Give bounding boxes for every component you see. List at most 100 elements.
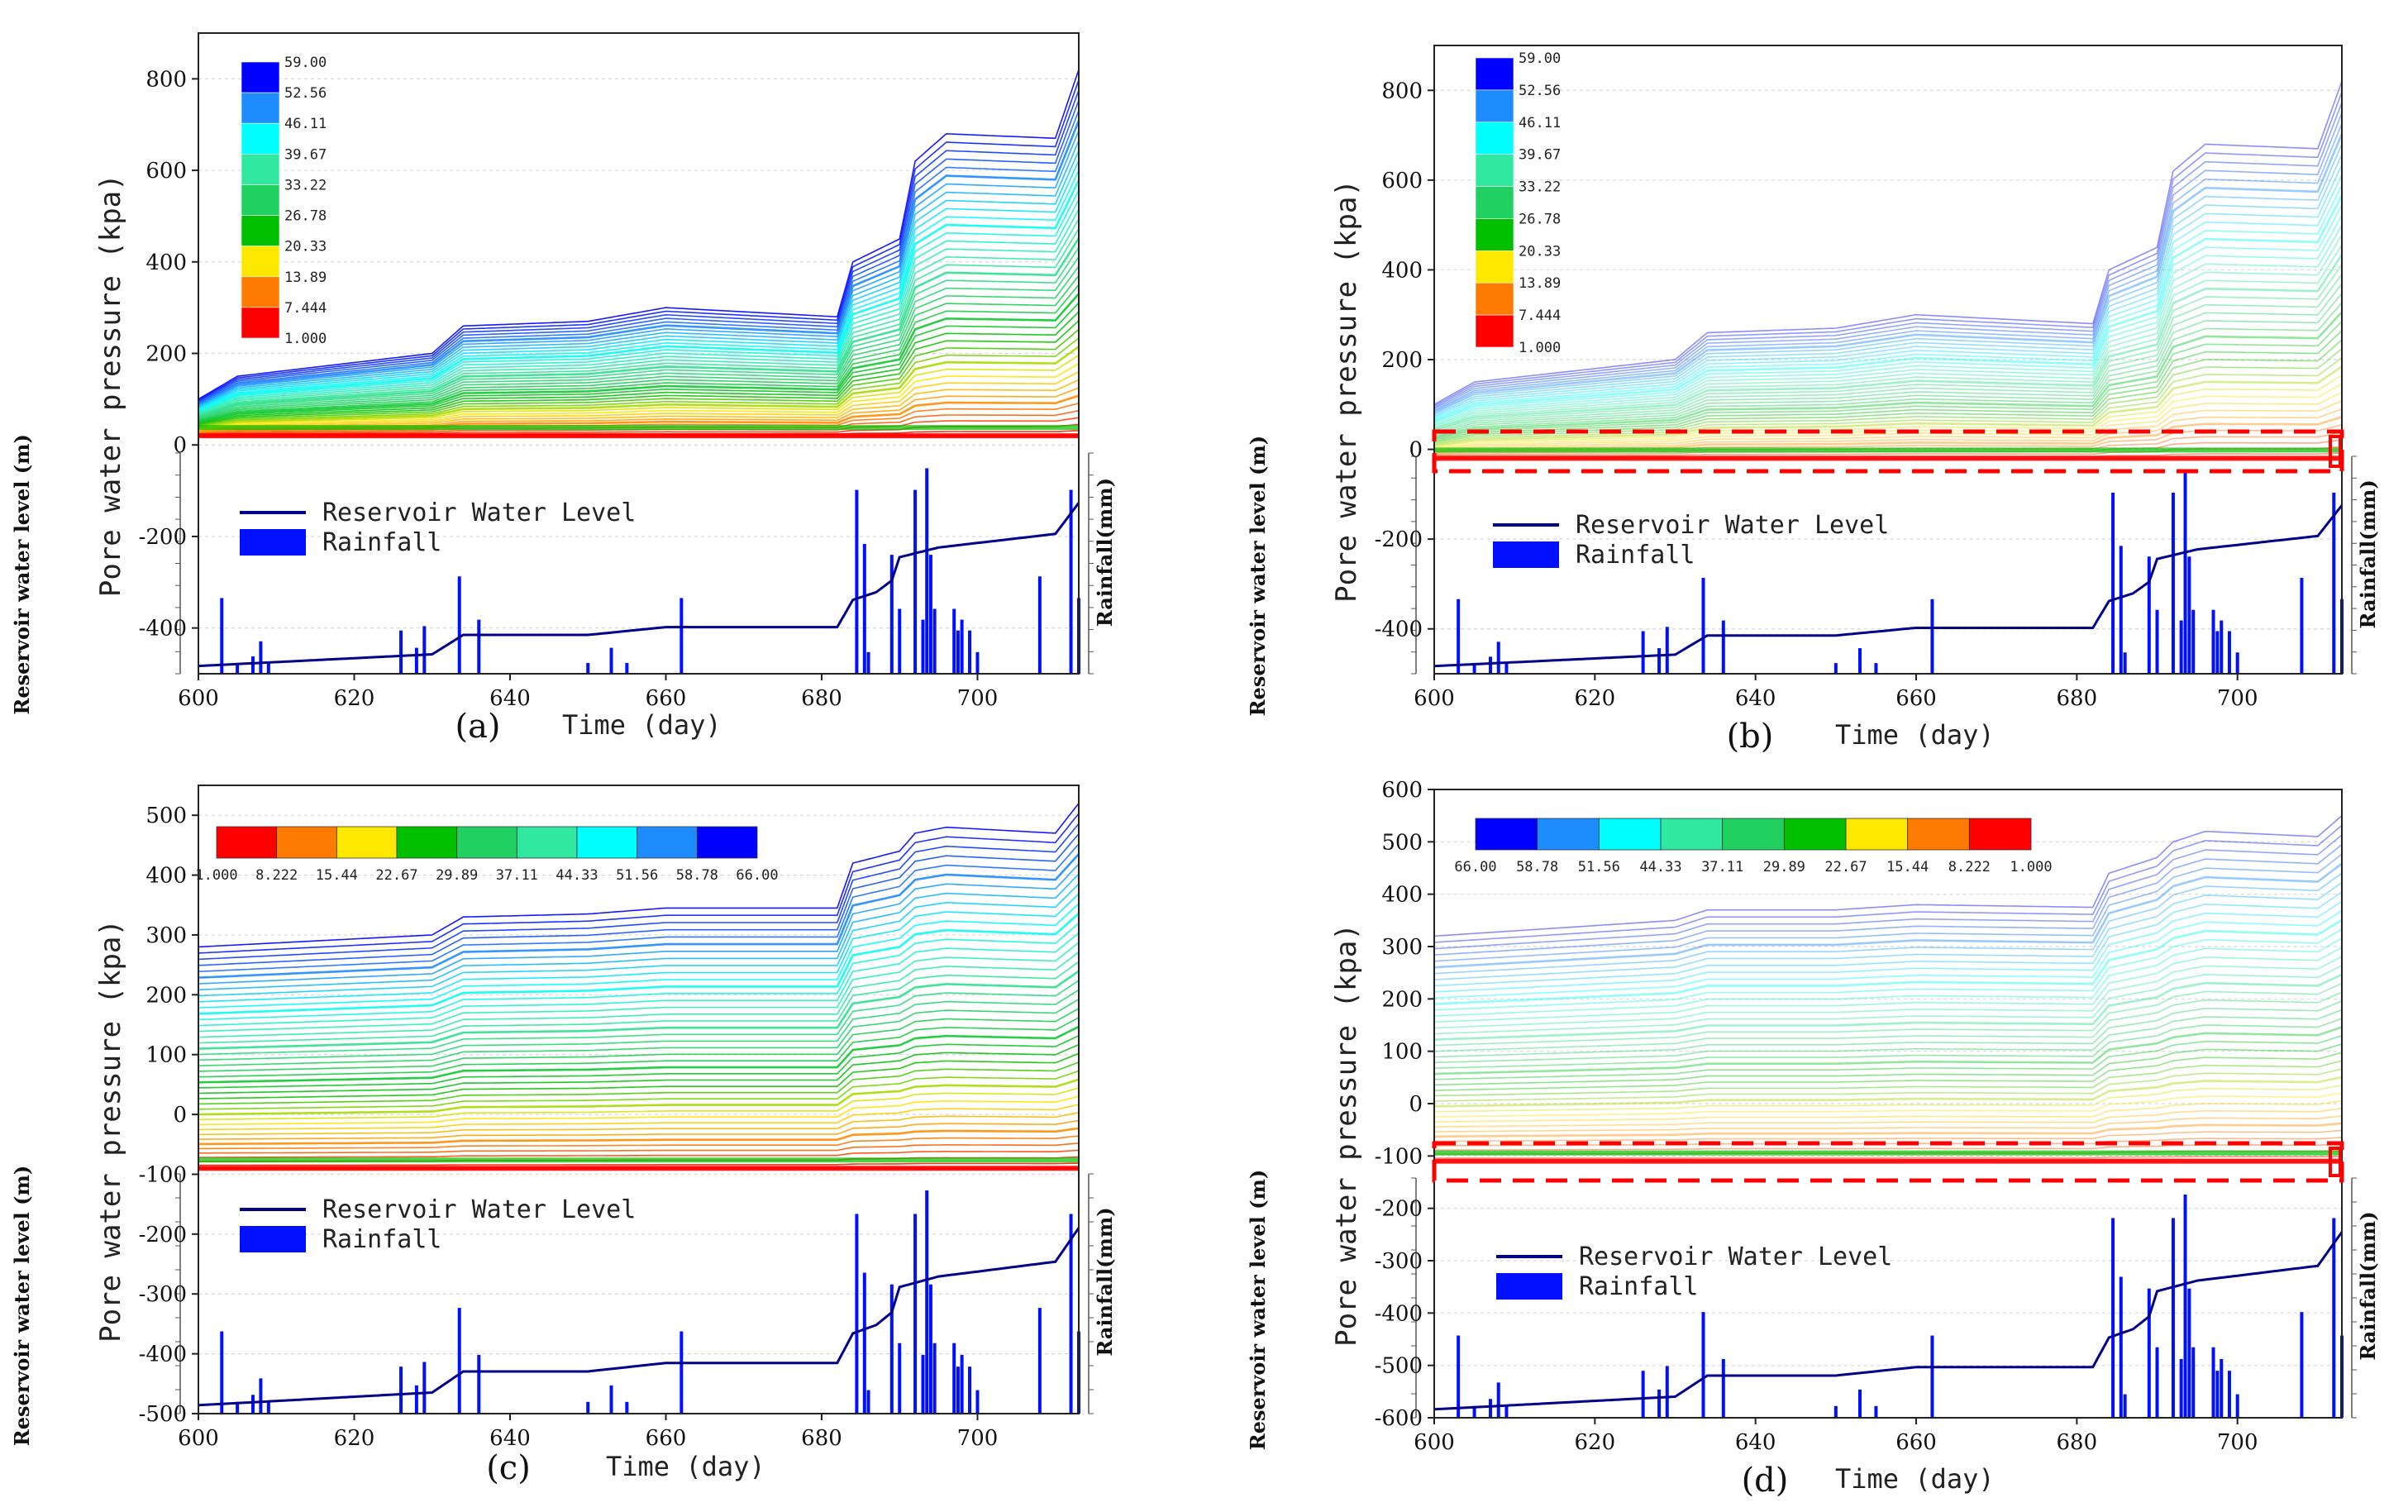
x-tick-label: 660	[1895, 686, 1937, 711]
rainfall-bar	[932, 1343, 937, 1414]
rainfall-bar	[1833, 1405, 1838, 1418]
pressure-curve-line	[1433, 81, 2343, 406]
pressure-curve-line	[1433, 302, 2343, 437]
rainfall-bar	[975, 651, 980, 674]
pressure-curve-line	[1434, 1115, 2343, 1133]
colorbar-tick-label: 44.33	[1639, 859, 1681, 875]
pressure-curve-line	[1433, 408, 2343, 452]
pressure-curve-line	[198, 1035, 1080, 1089]
rainfall-bar	[2179, 1358, 2183, 1418]
y-tick-label: 300	[145, 923, 187, 948]
colorbar-swatch	[1907, 818, 1970, 851]
legend-rain-swatch	[240, 529, 306, 556]
rainfall-bar	[457, 1308, 461, 1414]
rainfall-bar	[1833, 663, 1838, 674]
rainfall-bar	[2227, 1371, 2231, 1418]
rainfall-bar	[1665, 1366, 1669, 1418]
pressure-curve-line	[1433, 194, 2344, 422]
legend-rain-label: Rainfall	[1579, 1272, 1699, 1301]
rainfall-bar	[1641, 631, 1645, 674]
y-tick-label: 100	[145, 1043, 187, 1068]
colorbar-swatch	[1475, 186, 1514, 219]
pressure-curve-line	[1433, 321, 2343, 440]
colorbar-swatch	[241, 184, 280, 216]
chart-panel-a: 800 600 400 200 0 -200 -400 600 620 640 660 680 700 P…	[10, 32, 1117, 746]
y-tick-label: -300	[1375, 1249, 1423, 1274]
pressure-curve-line	[198, 110, 1080, 404]
pressure-curve-line	[1433, 383, 2343, 449]
rainfall-bar	[2183, 1195, 2187, 1418]
colorbar-swatch	[241, 154, 280, 185]
rainfall-bar	[1874, 663, 1878, 674]
rainfall-bar	[956, 1367, 960, 1414]
pressure-curve-line	[1433, 204, 2343, 423]
pressure-curve-line	[1433, 947, 2343, 1023]
pressure-curve-line	[1433, 330, 2343, 441]
x-tick-label: 700	[2217, 1430, 2258, 1455]
y-axis-label: Pore water pressure (kpa)	[1330, 179, 1363, 603]
colorbar-swatch	[516, 826, 578, 859]
colorbar-swatch	[1537, 818, 1600, 851]
pressure-curve-line	[1433, 862, 2343, 969]
pressure-curve-line	[1434, 1129, 2343, 1142]
pressure-curve-line	[198, 1127, 1080, 1146]
pressure-curve-line	[198, 370, 1080, 431]
rainfall-bar	[1037, 576, 1042, 674]
pressure-curve-line	[198, 932, 1080, 1027]
pressure-curve-line	[198, 970, 1080, 1050]
pressure-curve-line	[1434, 1099, 2343, 1123]
pressure-curve-line	[198, 227, 1080, 416]
x-tick-label: 660	[1895, 1430, 1937, 1455]
y-tick-label: 0	[1409, 1092, 1423, 1117]
rainfall-bar	[414, 647, 418, 674]
pressure-curve-line	[1433, 264, 2343, 432]
colorbar-swatch	[1845, 818, 1909, 851]
colorbar-tick-label: 26.78	[284, 208, 327, 225]
x-tick-label: 640	[1735, 1430, 1776, 1455]
colorbar-swatch	[1660, 818, 1724, 851]
x-tick-label: 700	[957, 686, 999, 711]
rainfall-bar	[2155, 1347, 2159, 1418]
colorbar-swatch	[241, 61, 280, 93]
rainfall-bar	[913, 1214, 918, 1414]
pressure-curve-line	[1433, 853, 2343, 962]
pressure-curve-line	[198, 79, 1080, 401]
pressure-curve-line	[198, 873, 1080, 991]
colorbar-tick-label: 66.00	[736, 867, 778, 884]
x-tick-label: 620	[334, 686, 375, 711]
pressure-curve-line	[198, 999, 1080, 1066]
rainfall-bar	[960, 1354, 964, 1414]
rainfall-bar	[2111, 1218, 2115, 1418]
y-tick-label: -200	[1375, 1197, 1423, 1222]
x-tick-label: 620	[1575, 1430, 1616, 1455]
pressure-curve-line	[198, 320, 1080, 425]
pressure-curve-line	[198, 1135, 1080, 1150]
pressure-curve-line	[1433, 815, 2343, 937]
x-tick-label: 600	[178, 686, 219, 711]
colorbar-tick-label: 13.89	[1519, 275, 1561, 292]
colorbar-tick-label: 33.22	[284, 177, 327, 193]
colorbar-swatch	[1475, 154, 1514, 187]
colorbar-swatch	[1475, 218, 1514, 251]
colorbar-swatch	[576, 826, 638, 859]
legend-rain-label: Rainfall	[322, 528, 442, 557]
pressure-curve-line	[1433, 391, 2343, 450]
rainfall-bar	[250, 656, 255, 674]
x-tick-label: 640	[489, 686, 531, 711]
rainfall-bar	[2179, 620, 2183, 674]
pressure-curve-line	[1433, 900, 2343, 993]
rainfall-bar	[2171, 492, 2175, 674]
rainfall-bar	[1504, 663, 1509, 674]
pressure-curve-line	[198, 1095, 1080, 1126]
x-tick-label: 600	[178, 1426, 219, 1451]
pressure-curve-line	[1433, 1009, 2343, 1064]
x-axis-label: Time (day)	[1835, 719, 1995, 751]
pressure-curve-line	[198, 199, 1080, 413]
colorbar: 1.000 8.222 15.44 22.67 29.89 37.11 44.33 51.56…	[195, 826, 779, 884]
y-tick-label: -200	[1375, 527, 1423, 552]
colorbar-tick-label: 13.89	[284, 269, 327, 286]
rainfall-bar	[220, 1331, 224, 1414]
colorbar-tick-label: 39.67	[284, 146, 327, 163]
sub-left-axis-label: Reservoir water level (m)	[1246, 1170, 1270, 1450]
